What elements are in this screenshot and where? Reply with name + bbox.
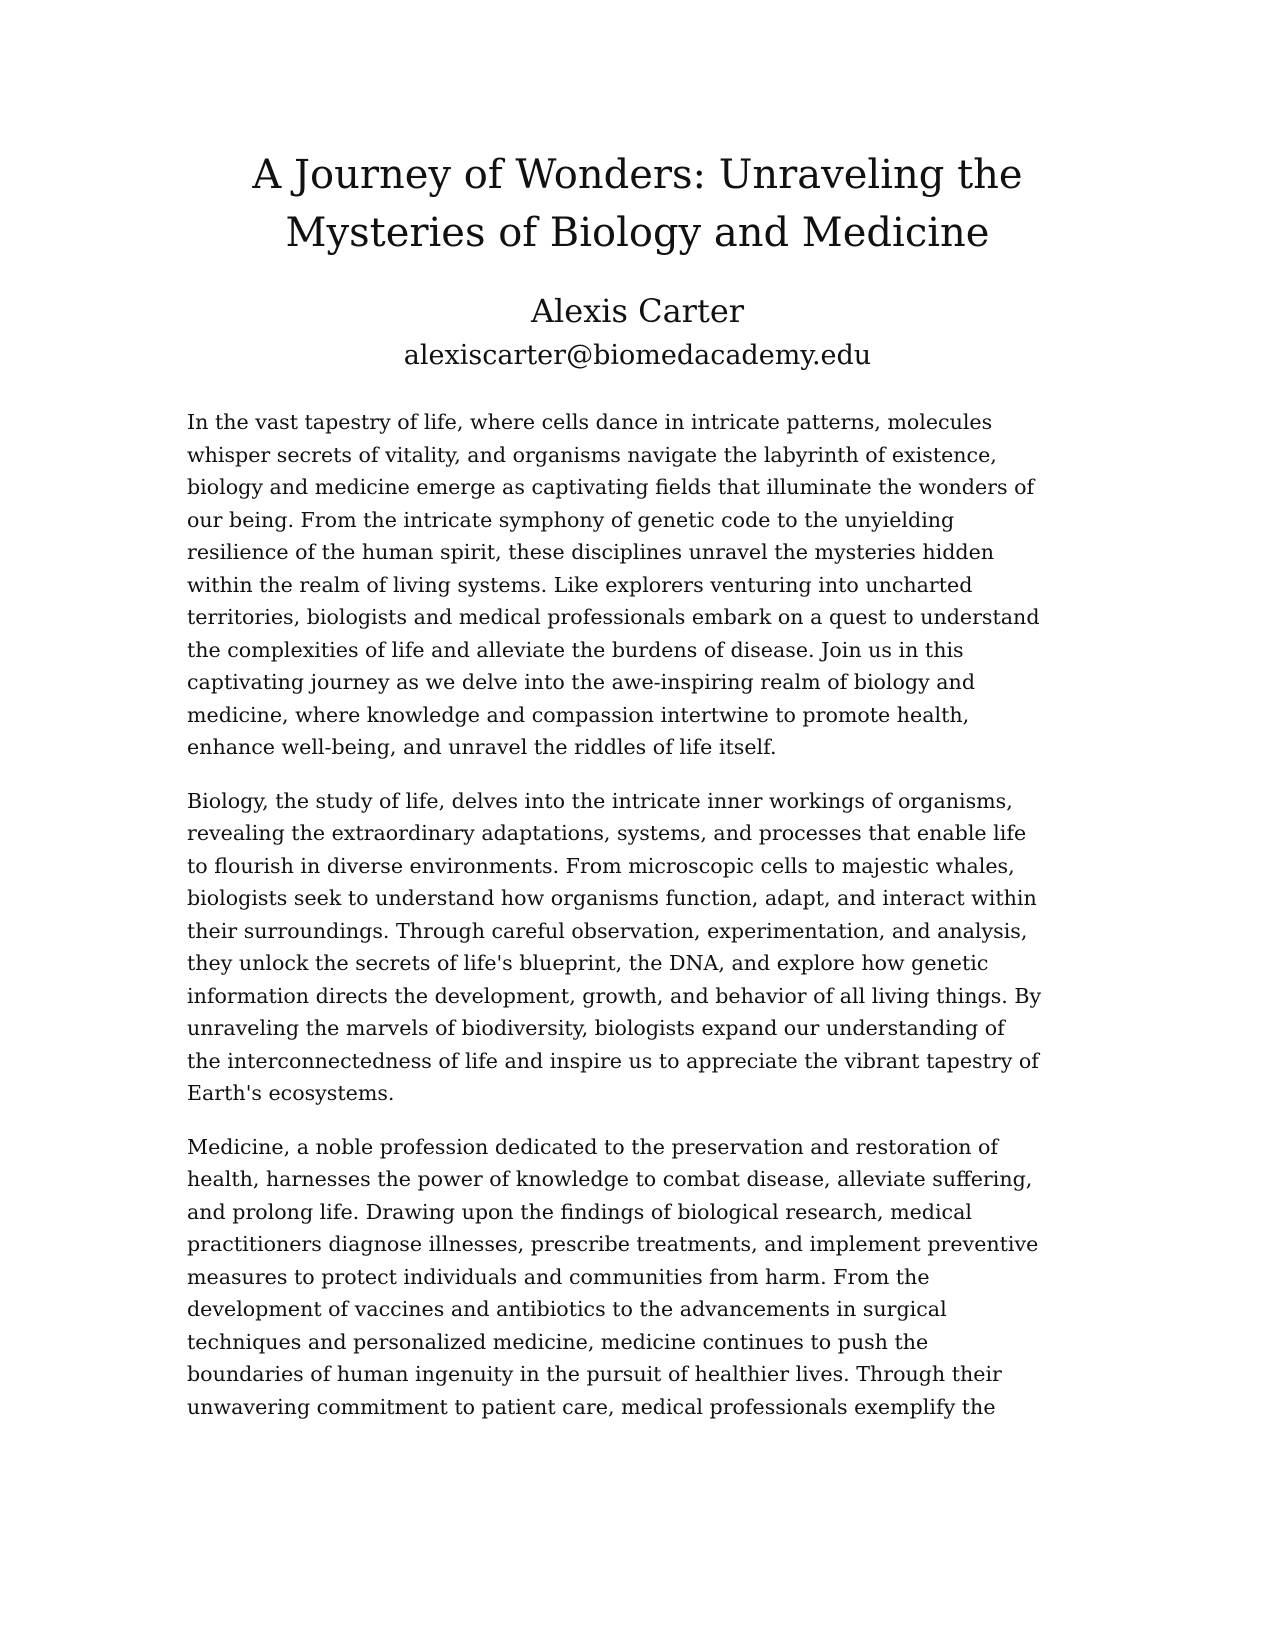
paragraph: Biology, the study of life, delves into … xyxy=(187,785,1092,1110)
text-line: boundaries of human ingenuity in the pur… xyxy=(187,1362,1002,1386)
text-line: unraveling the marvels of biodiversity, … xyxy=(187,1016,1005,1040)
text-line: and prolong life. Drawing upon the findi… xyxy=(187,1199,972,1224)
text-line: practitioners diagnose illnesses, prescr… xyxy=(187,1232,1039,1256)
paragraph: Medicine, a noble profession dedicated t… xyxy=(187,1131,1092,1424)
title-line: Mysteries of Biology and Medicine xyxy=(285,210,990,256)
paragraph: In the vast tapestry of life, where cell… xyxy=(187,406,1092,764)
text-line: revealing the extraordinary adaptations,… xyxy=(187,821,1027,845)
text-line: territories, biologists and medical prof… xyxy=(187,605,1040,629)
text-line: development of vaccines and antibiotics … xyxy=(187,1297,947,1321)
text-line: health, harnesses the power of knowledge… xyxy=(187,1167,1033,1191)
text-line: the interconnectedness of life and inspi… xyxy=(187,1048,1039,1073)
text-line: unwavering commitment to patient care, m… xyxy=(187,1394,996,1419)
text-line: enhance well-being, and unravel the ridd… xyxy=(187,735,777,759)
text-line: our being. From the intricate symphony o… xyxy=(187,507,955,532)
text-line: to flourish in diverse environments. Fro… xyxy=(187,853,1015,878)
text-line: their surroundings. Through careful obse… xyxy=(187,918,1028,943)
text-line: Earth's ecosystems. xyxy=(187,1081,395,1105)
text-line: resilience of the human spirit, these di… xyxy=(187,540,995,564)
text-line: medicine, where knowledge and compassion… xyxy=(187,702,970,727)
text-line: whisper secrets of vitality, and organis… xyxy=(187,442,997,467)
text-line: In the vast tapestry of life, where cell… xyxy=(187,410,993,434)
title-line: A Journey of Wonders: Unraveling the xyxy=(252,152,1023,198)
text-line: they unlock the secrets of life's bluepr… xyxy=(187,951,989,975)
text-line: Medicine, a noble profession dedicated t… xyxy=(187,1134,999,1159)
author-email: alexiscarter@biomedacademy.edu xyxy=(403,340,872,371)
text-line: within the realm of living systems. Like… xyxy=(187,572,973,597)
text-line: biology and medicine emerge as captivati… xyxy=(187,475,1035,499)
text-line: biologists seek to understand how organi… xyxy=(187,886,1037,910)
text-line: captivating journey as we delve into the… xyxy=(187,670,976,694)
author-name: Alexis Carter xyxy=(530,292,745,330)
text-line: information directs the development, gro… xyxy=(187,983,1042,1008)
document-title: A Journey of Wonders: Unraveling the Mys… xyxy=(160,146,1115,262)
text-line: measures to protect individuals and comm… xyxy=(187,1264,930,1289)
text-line: Biology, the study of life, delves into … xyxy=(187,788,1013,813)
document-body: In the vast tapestry of life, where cell… xyxy=(187,406,1092,1444)
text-line: the complexities of life and alleviate t… xyxy=(187,637,964,662)
text-line: techniques and personalized medicine, me… xyxy=(187,1329,929,1354)
